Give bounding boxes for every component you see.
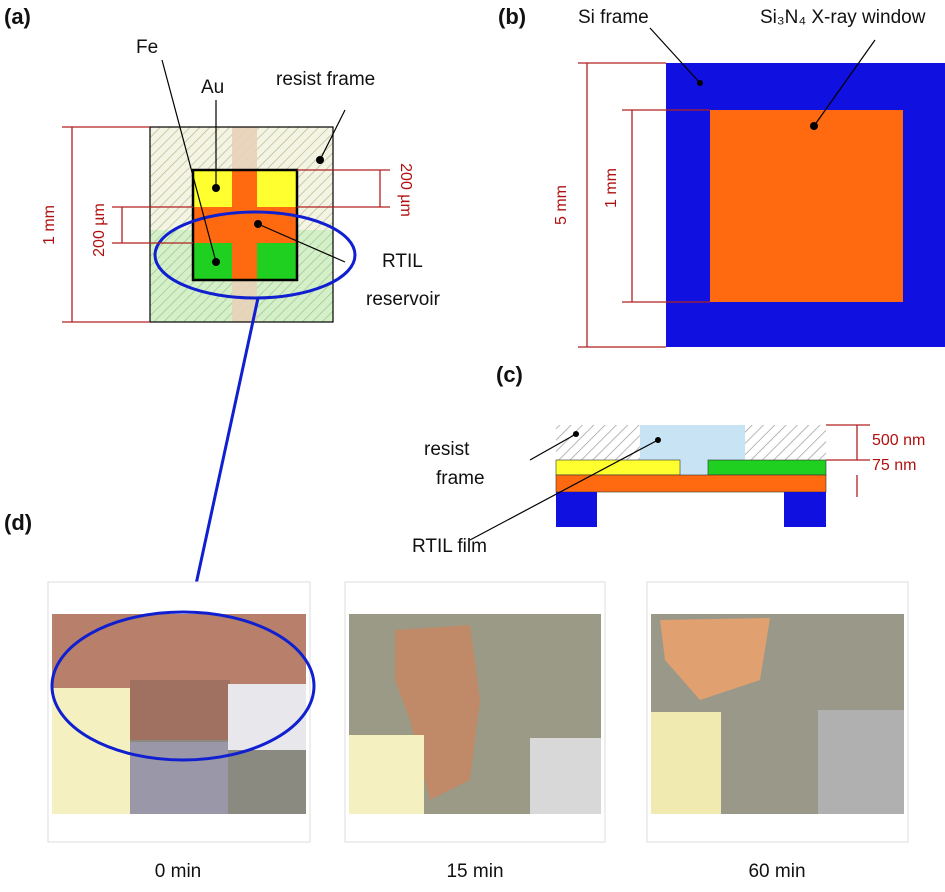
time-label: 15 min [446,861,503,882]
micrograph [647,582,908,842]
fe-pad [257,243,297,280]
figure: (a) Fe Au resist frame RTIL reservoir 1 … [0,0,945,892]
si-frame-label: Si frame [578,7,649,28]
panel-label: (c) [496,362,523,387]
fe-layer [708,460,826,475]
au-label: Au [201,77,224,98]
panel-label: (d) [4,510,32,535]
membrane [556,475,826,492]
panel-label: (a) [4,4,31,29]
dim-label: 1 mm [41,205,58,245]
fe-label: Fe [136,37,158,58]
window-label: Si₃N₄ X-ray window [760,7,926,28]
si-foot [556,492,597,527]
dim-label: 500 nm [872,432,925,449]
resist-label: resist [424,439,470,460]
au-pad [257,170,297,207]
panel-label: (b) [498,4,526,29]
dim-label: 200 µm [91,203,108,257]
dimension [826,425,870,497]
rtil-label: reservoir [366,289,441,310]
time-label: 60 min [748,861,805,882]
content: (a) Fe Au resist frame RTIL reservoir 1 … [4,4,945,882]
micrograph [345,582,605,842]
si-foot [784,492,826,527]
window [710,110,903,302]
micrograph [48,582,310,842]
dim-label: 5 mm [553,185,570,225]
time-label: 0 min [155,861,201,882]
connector [190,298,258,612]
rtil-film-label: RTIL film [412,536,487,557]
resist-label: resist frame [276,69,375,90]
au-layer [556,460,680,475]
dim-label: 75 nm [872,457,916,474]
resist-label: frame [436,468,485,489]
dim-label: 1 mm [603,168,620,208]
rtil-label: RTIL [382,251,423,272]
dim-label: 200 µm [397,163,414,217]
